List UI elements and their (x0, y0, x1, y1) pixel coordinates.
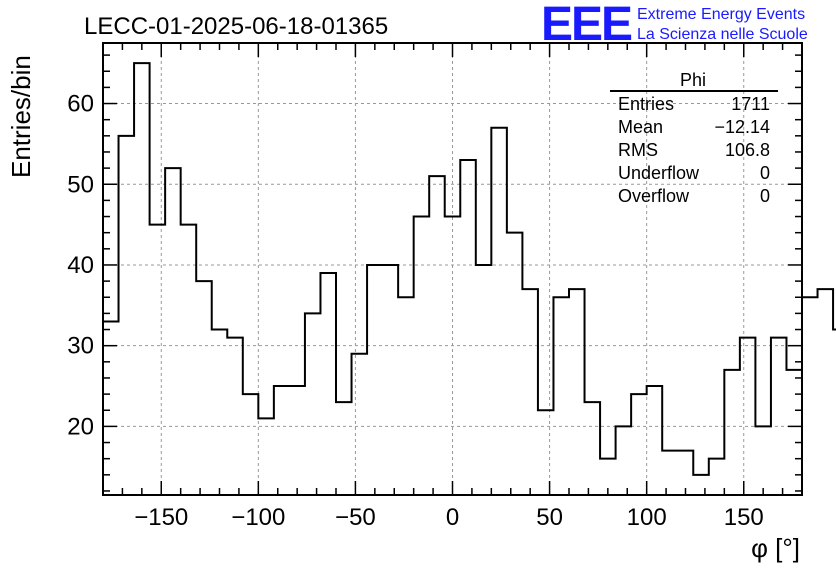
y-tick-label: 50 (67, 171, 94, 198)
axis-ticks (102, 43, 803, 495)
stats-row-value: 106.8 (725, 140, 770, 160)
stats-row-label: Overflow (618, 186, 690, 206)
eee-logo-line1: Extreme Energy Events (637, 6, 805, 23)
x-tick-label: 100 (627, 504, 667, 531)
grid-lines (103, 43, 802, 495)
stats-row-label: Entries (618, 94, 674, 114)
stats-row-label: RMS (618, 140, 658, 160)
y-axis-label: Entries/bin (6, 55, 36, 178)
histogram-outline (103, 62, 836, 476)
eee-logo-letters: EEE (541, 0, 632, 51)
x-tick-label: −50 (335, 504, 376, 531)
stats-row-value: −12.14 (714, 117, 770, 137)
y-tick-label: 20 (67, 413, 94, 440)
x-tick-label: −100 (231, 504, 285, 531)
y-tick-label: 60 (67, 91, 94, 118)
stats-box-title: Phi (680, 70, 706, 90)
x-tick-labels: −150 −100 −50 0 50 100 150 (134, 504, 764, 531)
stats-row-value: 0 (760, 186, 770, 206)
stats-row-value: 0 (760, 163, 770, 183)
y-tick-labels: 20 30 40 50 60 (67, 91, 94, 441)
x-tick-label: 50 (536, 504, 563, 531)
eee-logo-line2: La Scienza nelle Scuole (637, 26, 808, 43)
x-tick-label: 150 (724, 504, 764, 531)
stats-row-label: Underflow (618, 163, 700, 183)
x-tick-label: 0 (446, 504, 459, 531)
stats-row-value: 1711 (731, 94, 770, 114)
y-tick-label: 30 (67, 333, 94, 360)
x-axis-label: φ [°] (751, 533, 800, 563)
chart-title: LECC-01-2025-06-18-01365 (84, 13, 388, 40)
x-tick-label: −150 (134, 504, 188, 531)
stats-row-label: Mean (618, 117, 663, 137)
y-tick-label: 40 (67, 252, 94, 279)
stats-box: Phi Entries 1711 Mean −12.14 RMS 106.8 Underfl… (610, 70, 778, 206)
